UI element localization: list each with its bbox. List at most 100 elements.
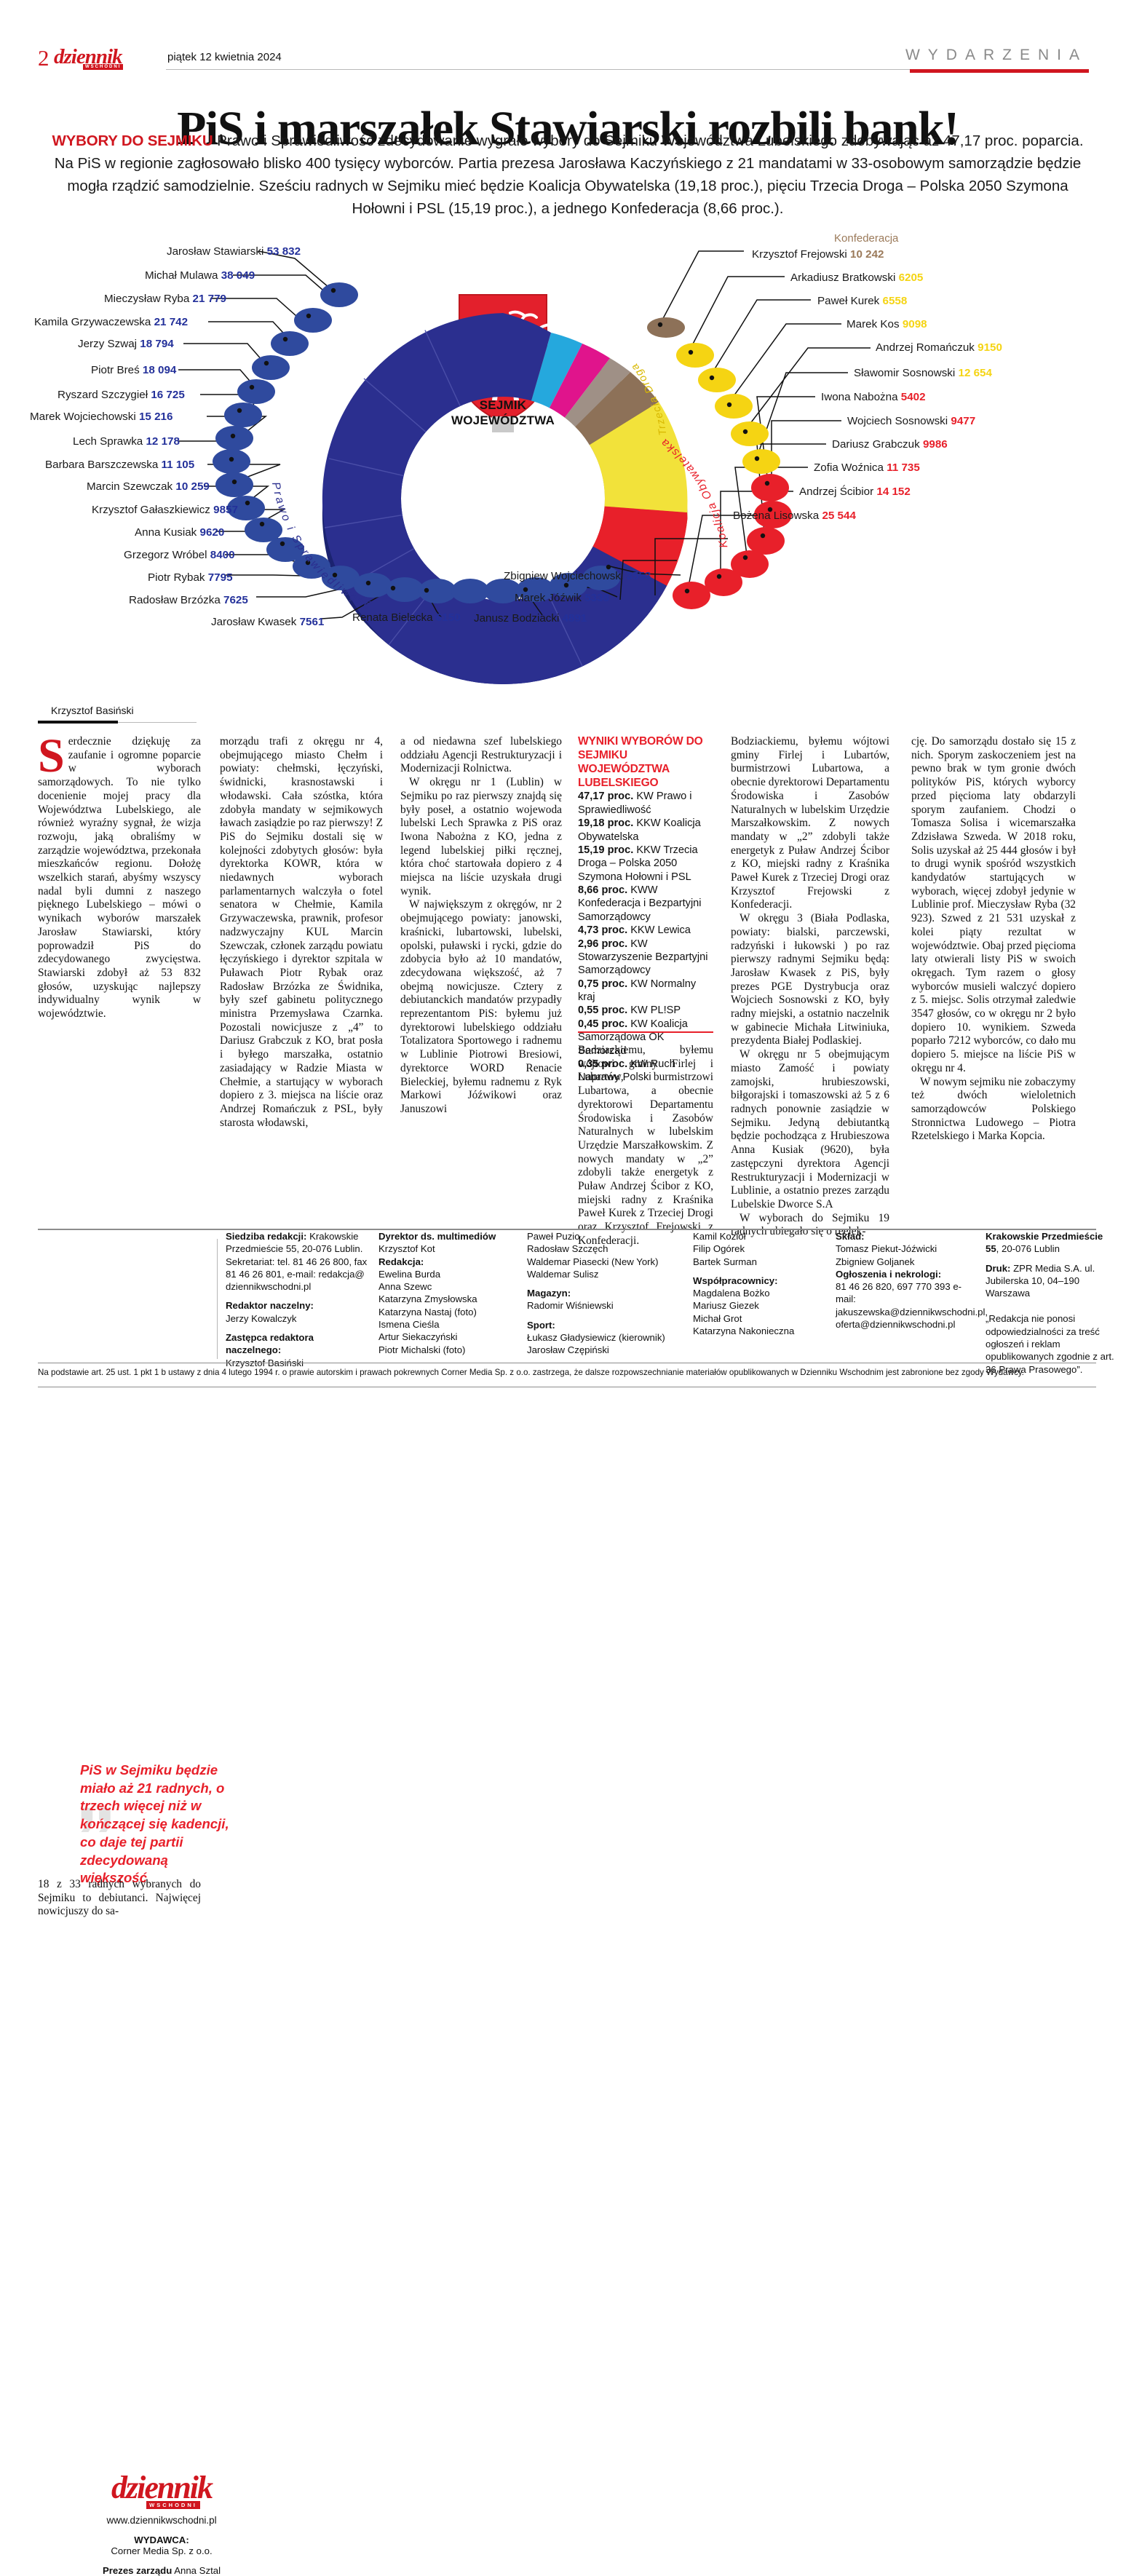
- footer-collab-2: Michał Grot: [693, 1312, 742, 1324]
- paragraph: morządu trafi z okręgu nr 4, obejmująceg…: [220, 735, 383, 1129]
- member-name: Jarosław Kwasek: [211, 616, 297, 628]
- footer-website[interactable]: www.dziennikwschodni.pl: [106, 2515, 217, 2526]
- section-title: WYDARZENIA: [905, 47, 1087, 63]
- results-box: WYNIKI WYBORÓW DO SEJMIKU WOJEWÓDZTWA LU…: [578, 735, 713, 1085]
- footer-editorial-label: Redakcja:: [378, 1256, 424, 1267]
- member-votes: 7625: [223, 594, 248, 606]
- party-heading-konfederacja: Konfederacja: [834, 232, 899, 245]
- article-column-5: Bodziackiemu, byłemu wójtowi gminy Firle…: [731, 735, 889, 1239]
- footer-ads: 81 46 26 820, 697 770 393 e-mail: jakusz…: [836, 1281, 988, 1330]
- results-row: 15,19 proc. KKW Trzecia Droga – Polska 2…: [578, 844, 713, 884]
- member-name: Barbara Barszczewska: [45, 459, 159, 471]
- article-column-2: morządu trafi z okręgu nr 4, obejmująceg…: [220, 735, 383, 1130]
- footer-magazine: Radomir Wiśniewski: [527, 1300, 614, 1312]
- member-label: Bożena Lisowska 25 544: [733, 510, 856, 521]
- results-pct: 2,96 proc.: [578, 938, 628, 950]
- footer-logo: dziennik: [111, 2470, 213, 2505]
- paragraph-col5-4: W wyborach do Sejmiku 19 radnych ubiegał…: [731, 1211, 889, 1238]
- member-name: Grzegorz Wróbel: [124, 549, 207, 561]
- member-votes: 9986: [922, 438, 948, 451]
- member-name: Andrzej Romańczuk: [876, 341, 975, 354]
- footer-c5-name-2: Bartek Surman: [693, 1256, 757, 1267]
- member-votes: 10 259: [175, 480, 210, 493]
- member-votes: 11 105: [161, 459, 195, 471]
- member-name: Arkadiusz Bratkowski: [790, 272, 896, 284]
- member-name: Michał Mulawa: [145, 269, 218, 282]
- member-label: Radosław Brzózka 7625: [129, 595, 248, 606]
- member-name: Renata Bielecka: [352, 611, 433, 624]
- footer-deputy-label: Zastępca redaktora naczelnego:: [226, 1331, 314, 1356]
- member-votes: 53 832: [266, 245, 301, 258]
- byline-rule-thin: [118, 722, 197, 723]
- results-pct: 19,18 proc.: [578, 817, 634, 830]
- member-votes: 14 152: [876, 486, 911, 498]
- member-name: Janusz Bodziacki: [474, 612, 560, 625]
- footer-name-0: Paweł Puzio: [527, 1231, 580, 1242]
- page-title: PiS i marszałek Stawiarski rozbili bank!: [177, 102, 959, 156]
- results-name: KW Ruch Naprawy Polski: [578, 1058, 675, 1084]
- member-name: Krzysztof Frejowski: [752, 248, 847, 261]
- donut-center-label: SEJMIK WOJEWÓDZTWA: [427, 397, 579, 429]
- footer-office: Krakowskie Przedmieście 55, 20-076 Lubli…: [226, 1231, 368, 1293]
- member-name: Mieczysław Ryba: [104, 293, 190, 305]
- member-votes: 9477: [951, 415, 976, 427]
- results-name: KW Stowarzyszenie Bezpartyjni Samorządow…: [578, 938, 708, 977]
- results-row: 0,55 proc. KW PL!SP: [578, 1004, 713, 1017]
- member-name: Ryszard Szczygieł: [58, 389, 148, 401]
- member-name: Dariusz Grabczuk: [832, 438, 920, 451]
- results-name: KW PL!SP: [627, 1004, 681, 1017]
- footer-name-1: Radosław Szczęch: [527, 1243, 608, 1255]
- member-label: Mieczysław Ryba 21 779: [104, 293, 226, 304]
- footer-column-address: Krakowskie Przedmieście 55, 20-076 Lubli…: [986, 1230, 1117, 1376]
- member-votes: 21 779: [192, 293, 226, 305]
- results-name: KW Prawo i Sprawiedliwość: [578, 790, 692, 816]
- footer-chair-label: Prezes zarządu: [102, 2565, 173, 2576]
- lede-paragraph: WYBORY DO SEJMIKU Prawo i Sprawiedliwość…: [44, 130, 1092, 221]
- member-label: Dariusz Grabczuk 9986: [832, 439, 948, 450]
- footer-print: ZPR Media S.A. ul. Jubilerska 10, 04–190…: [986, 1262, 1095, 1299]
- member-label: Ryszard Szczygieł 16 725: [58, 389, 185, 400]
- member-label: Zofia Woźnica 11 735: [814, 462, 920, 473]
- results-title-line3: LUBELSKIEGO: [578, 776, 659, 789]
- member-label: Marcin Szewczak 10 259: [87, 481, 210, 492]
- member-votes: 9098: [902, 318, 927, 330]
- footer-chair-block: Prezes zarządu Anna Sztal: [89, 2565, 234, 2576]
- footer-collab-1: Mariusz Giezek: [693, 1300, 759, 1312]
- page-number: 2: [38, 45, 49, 71]
- member-votes: 38 049: [221, 269, 255, 282]
- results-row: 2,96 proc. KW Stowarzyszenie Bezpartyjni…: [578, 938, 713, 978]
- footer-magazine-label: Magazyn:: [527, 1288, 571, 1299]
- member-name: Piotr Breś: [91, 364, 140, 376]
- paragraph-text: erdecznie dziękuję za zaufanie i ogromne…: [38, 735, 201, 1021]
- results-pct: 0,55 proc.: [578, 1004, 628, 1017]
- member-name: Bożena Lisowska: [733, 510, 820, 522]
- member-label: Jarosław Kwasek 7561: [211, 617, 324, 627]
- lede-text: Prawo i Sprawiedliwość zdecydowanie wygr…: [54, 132, 1084, 218]
- footer-c5-name-1: Filip Ogórek: [693, 1243, 745, 1255]
- footer-editor-label: Redaktor naczelny:: [226, 1300, 314, 1312]
- member-label: Janusz Bodziacki 4891: [474, 613, 587, 624]
- paragraph: W nowym sejmiku nie zobaczymy też dwóch …: [911, 1075, 1076, 1143]
- member-name: Zofia Woźnica: [814, 461, 884, 474]
- member-name: Zbigniew Wojciechowski: [504, 570, 624, 582]
- bullet-dots-pis: [229, 288, 611, 593]
- bullet-dots-right: [657, 322, 773, 594]
- footer-collab-3: Katarzyna Nakonieczna: [693, 1325, 795, 1336]
- footer-collab-label: Współpracownicy:: [693, 1275, 778, 1286]
- member-votes: 7795: [207, 571, 233, 584]
- results-name: KWW Konfederacja i Bezpartyjni Samorządo…: [578, 884, 702, 923]
- results-name: KKW Trzecia Droga – Polska 2050 Szymona …: [578, 844, 698, 883]
- bullet-markers-td: [676, 343, 780, 474]
- results-row: 0,45 proc. KW Koalicja Samorządowa OK Sa…: [578, 1018, 713, 1058]
- footer-name-3: Waldemar Sulisz: [527, 1268, 599, 1280]
- article-column-6: cję. Do samorządu dostało się 15 z nich.…: [911, 735, 1076, 1144]
- footer-editorial-3: Katarzyna Nastaj (foto): [378, 1306, 477, 1317]
- member-name: Marek Wojciechowski: [30, 411, 136, 423]
- member-label: Krzysztof Gałaszkiewicz 9857: [92, 504, 238, 515]
- member-name: Kamila Grzywaczewska: [34, 316, 151, 328]
- footer-editorial-1: Anna Szewc: [378, 1281, 432, 1293]
- footer-logo-subtitle: WSCHODNI: [146, 2501, 200, 2509]
- section-accent-bar: [910, 69, 1089, 73]
- results-name: KW Normalny kraj: [578, 978, 697, 1004]
